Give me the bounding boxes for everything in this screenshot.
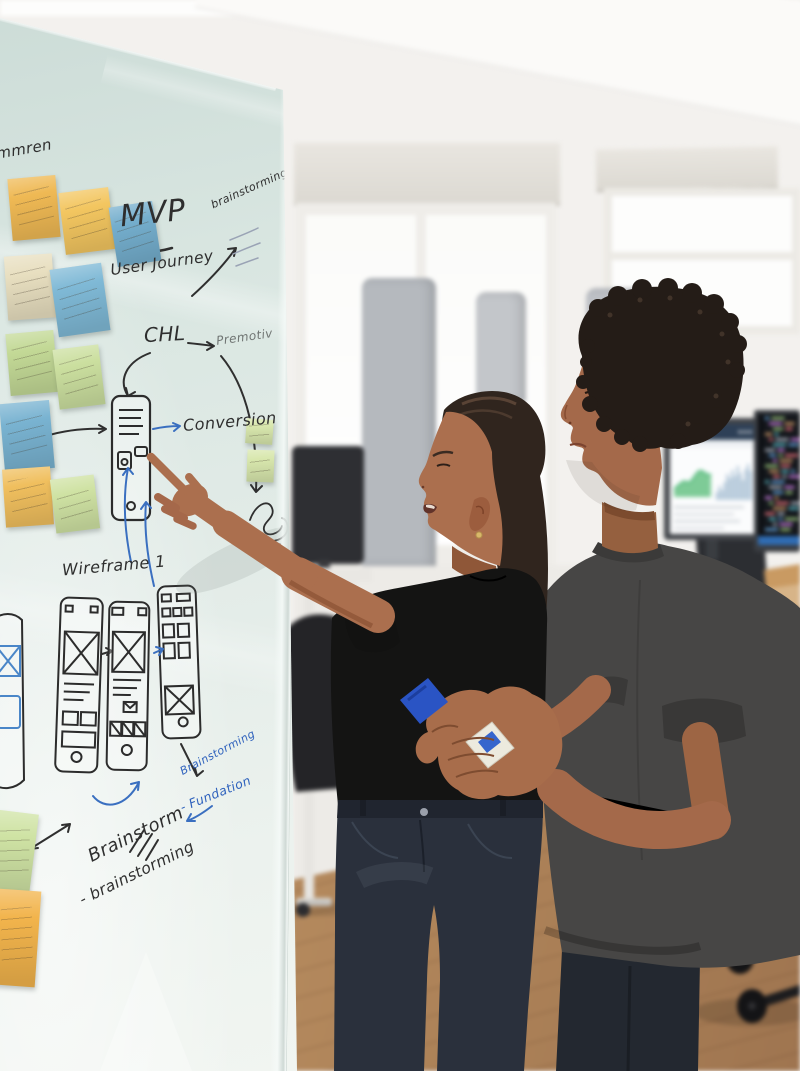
marker-cap — [400, 678, 448, 724]
monitor-back — [292, 446, 364, 564]
bar-chart — [716, 464, 752, 500]
man-tshirt — [537, 542, 800, 968]
woman-jeans — [334, 803, 543, 1071]
man-mouth — [569, 442, 587, 448]
man-sleeve-hem — [662, 698, 746, 744]
jeans-button — [420, 808, 428, 816]
code-lines — [765, 417, 800, 531]
blue-arrows — [92, 422, 213, 822]
man-hands-marker — [400, 675, 731, 849]
man — [537, 278, 800, 1071]
phone-wireframe-main — [110, 394, 152, 522]
woman-eye — [436, 463, 451, 467]
man-curly-hair — [576, 278, 747, 452]
analytics-monitor — [664, 418, 760, 560]
blue-wireframe-boxes — [0, 645, 21, 729]
woman-pointing-arm — [146, 452, 395, 633]
pointing-finger — [146, 452, 189, 495]
woman-earring — [475, 531, 483, 539]
code-monitor — [754, 410, 800, 552]
acoustic-divider-panel — [362, 278, 436, 566]
acoustic-divider-panel — [476, 292, 526, 402]
woman-ear — [469, 497, 490, 531]
man-pants — [556, 950, 700, 1071]
wireframe-row — [0, 584, 202, 790]
area-chart — [674, 470, 711, 497]
